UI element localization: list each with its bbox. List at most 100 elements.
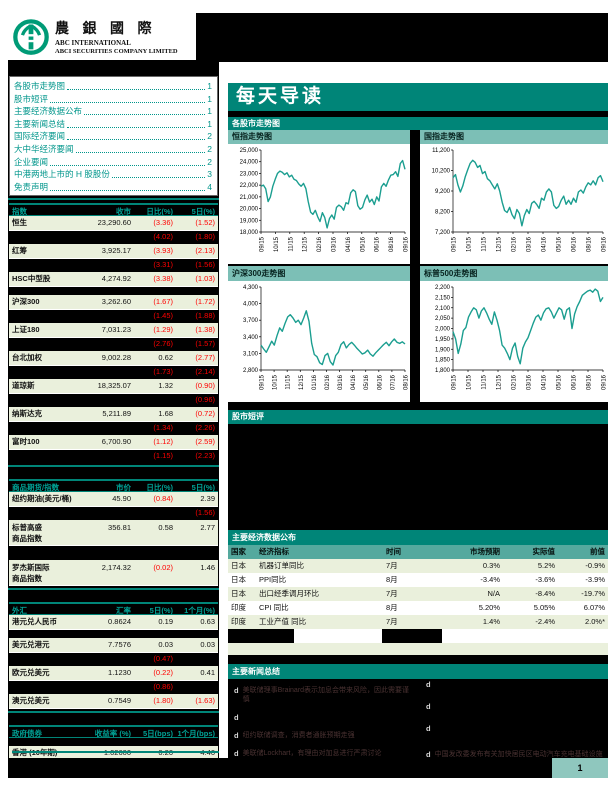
toc-entry[interactable]: 股市短评 1 xyxy=(14,93,212,106)
chart-title-csi300: 沪深300走势图 xyxy=(228,266,410,281)
row-label: 红筹 xyxy=(12,246,27,255)
page-number: 1 xyxy=(552,758,608,778)
cell-value: 0.03 xyxy=(200,640,215,649)
cell-value: 0.7549 xyxy=(108,696,131,705)
row-label xyxy=(12,310,81,323)
column-header: 政府债券 xyxy=(12,729,42,738)
table-row: 欧元兑美元 1.1230 (0.22) 0.41 xyxy=(9,666,218,681)
toc-entry-label: 主要经济数据公布 xyxy=(14,106,83,117)
svg-text:2,100: 2,100 xyxy=(435,306,451,312)
cell-value: 3,925.17 xyxy=(101,246,131,255)
row-label: 美元兑港元 xyxy=(12,640,50,649)
cell-value: (1.38) xyxy=(195,325,215,334)
redacted-block xyxy=(228,424,608,530)
divider xyxy=(8,465,219,467)
row-label xyxy=(12,259,81,272)
cell-value: 5.05% xyxy=(533,603,555,612)
news-item-text: 美联储Lockhart，有理由对加息进行严肃讨论 xyxy=(242,750,382,758)
table-row: 道琼斯 18,325.07 1.32 (0.90) xyxy=(9,379,218,394)
svg-text:08/16: 08/16 xyxy=(587,236,593,252)
toc-entry[interactable]: 中港两地上市的 H 股股份 3 xyxy=(14,168,212,181)
svg-text:1,800: 1,800 xyxy=(435,368,451,374)
row-label xyxy=(12,630,81,638)
toc-entry[interactable]: 主要经济数据公布 1 xyxy=(14,105,212,118)
svg-text:1,950: 1,950 xyxy=(435,337,451,343)
svg-text:7,200: 7,200 xyxy=(435,230,451,236)
table-row: 红筹 3,925.17 (3.93) (2.13) xyxy=(9,244,218,259)
toc-entry[interactable]: 企业要闻 2 xyxy=(14,156,212,169)
cell-value: (3.31) xyxy=(153,260,173,269)
row-label: 富时100 xyxy=(12,437,40,446)
table-row: (1.15) (2.23) xyxy=(9,450,218,463)
row-label xyxy=(12,450,81,463)
chart-line-series xyxy=(452,288,604,365)
svg-text:07/16: 07/16 xyxy=(390,374,396,390)
toc-entry-page: 3 xyxy=(207,169,212,180)
svg-text:12/15: 12/15 xyxy=(497,374,503,390)
row-label: 道琼斯 xyxy=(12,381,35,390)
column-header: 5日(bps) xyxy=(143,729,173,738)
cell-value: 7,031.23 xyxy=(101,325,131,334)
svg-text:3,100: 3,100 xyxy=(243,351,259,357)
table-row: 澳元兑美元 0.7549 (1.80) (1.63) xyxy=(9,694,218,709)
row-label xyxy=(12,394,81,407)
svg-text:2,800: 2,800 xyxy=(243,368,259,374)
column-header: 收市 xyxy=(116,207,131,216)
svg-text:09/15: 09/15 xyxy=(452,236,458,252)
page-title: 每天导读 xyxy=(228,83,608,111)
news-item-text: 美联储理事Brainard表示加息会带来风险，因此需要谨慎 xyxy=(242,687,410,704)
svg-text:09/16: 09/16 xyxy=(602,236,608,252)
table-row: 日本 PPI同比 8月 -3.4% -3.6% -3.9% xyxy=(228,573,608,587)
cell-value: 0.3% xyxy=(482,561,500,570)
cell-value: (0.72) xyxy=(195,409,215,418)
toc-entry[interactable]: 大中华经济要闻 2 xyxy=(14,143,212,156)
cell-value xyxy=(81,259,131,272)
svg-text:3,700: 3,700 xyxy=(243,318,259,324)
table-header-row: 商品期货/指数 市价 日比(%) 5日(%) xyxy=(9,479,218,492)
econ-table: 主要经济数据公布 国家 经济指标 时间 市场预期 实际值 前值 日本 机器订单同比… xyxy=(228,530,608,655)
cell-value: (0.96) xyxy=(195,395,215,404)
cell-value: 3,262.60 xyxy=(101,297,131,306)
svg-text:19,000: 19,000 xyxy=(240,218,259,224)
table-row: HSC中型股 4,274.92 (3.38) (1.03) xyxy=(9,272,218,287)
company-name-cn: 農 銀 國 際 xyxy=(55,22,157,37)
toc-entry[interactable]: 主要新闻总结 1 xyxy=(14,118,212,131)
svg-text:03/16: 03/16 xyxy=(338,374,344,390)
cell-value: 2,174.32 xyxy=(101,563,131,572)
cell-value: 2.77 xyxy=(200,523,215,532)
cell-value: (1.45) xyxy=(153,311,173,320)
svg-text:24,000: 24,000 xyxy=(240,160,259,166)
toc-leader-dots xyxy=(50,189,206,191)
cell-value: 5.20% xyxy=(478,603,500,612)
cell-value: 日本 xyxy=(231,575,246,584)
toc-entry-label: 各股市走势图 xyxy=(14,81,66,91)
cell-value: (2.23) xyxy=(195,451,215,460)
svg-text:02/16: 02/16 xyxy=(512,374,518,390)
news-item: d xyxy=(228,713,410,723)
toc-entry-page: 1 xyxy=(207,93,212,104)
table-row: 印度 CPI 同比 8月 5.20% 5.05% 6.07% xyxy=(228,601,608,615)
toc-entry[interactable]: 国际经济要闻 2 xyxy=(14,130,212,143)
cell-value xyxy=(131,394,173,407)
column-header: 市价 xyxy=(116,483,131,492)
toc-entry[interactable]: 免责声明 4 xyxy=(14,181,212,194)
svg-text:09/15: 09/15 xyxy=(452,374,458,390)
column-header: 1个月(bps) xyxy=(177,729,216,738)
cell-value: 0.62 xyxy=(158,353,173,362)
divider xyxy=(8,198,219,200)
svg-text:11/15: 11/15 xyxy=(288,236,294,251)
toc-entry-label: 股市短评 xyxy=(14,93,49,104)
svg-text:25,000: 25,000 xyxy=(240,148,259,154)
cell-value: (0.86) xyxy=(153,682,173,691)
column-header: 5日(%) xyxy=(191,483,215,492)
data-table: 商品期货/指数 市价 日比(%) 5日(%) 纽约期油(美元/桶) 45.90 (0.84)… xyxy=(9,479,218,586)
cell-value xyxy=(131,630,173,638)
toc-entry-page: 2 xyxy=(207,131,212,142)
toc-entry[interactable]: 各股市走势图 1 xyxy=(14,80,212,93)
cell-value: 日本 xyxy=(231,589,246,598)
svg-text:12/15: 12/15 xyxy=(497,236,503,252)
cell-value xyxy=(173,287,215,295)
row-label xyxy=(12,366,81,379)
cell-value xyxy=(81,450,131,463)
company-name-en: ABC INTERNATIONAL xyxy=(55,39,131,47)
